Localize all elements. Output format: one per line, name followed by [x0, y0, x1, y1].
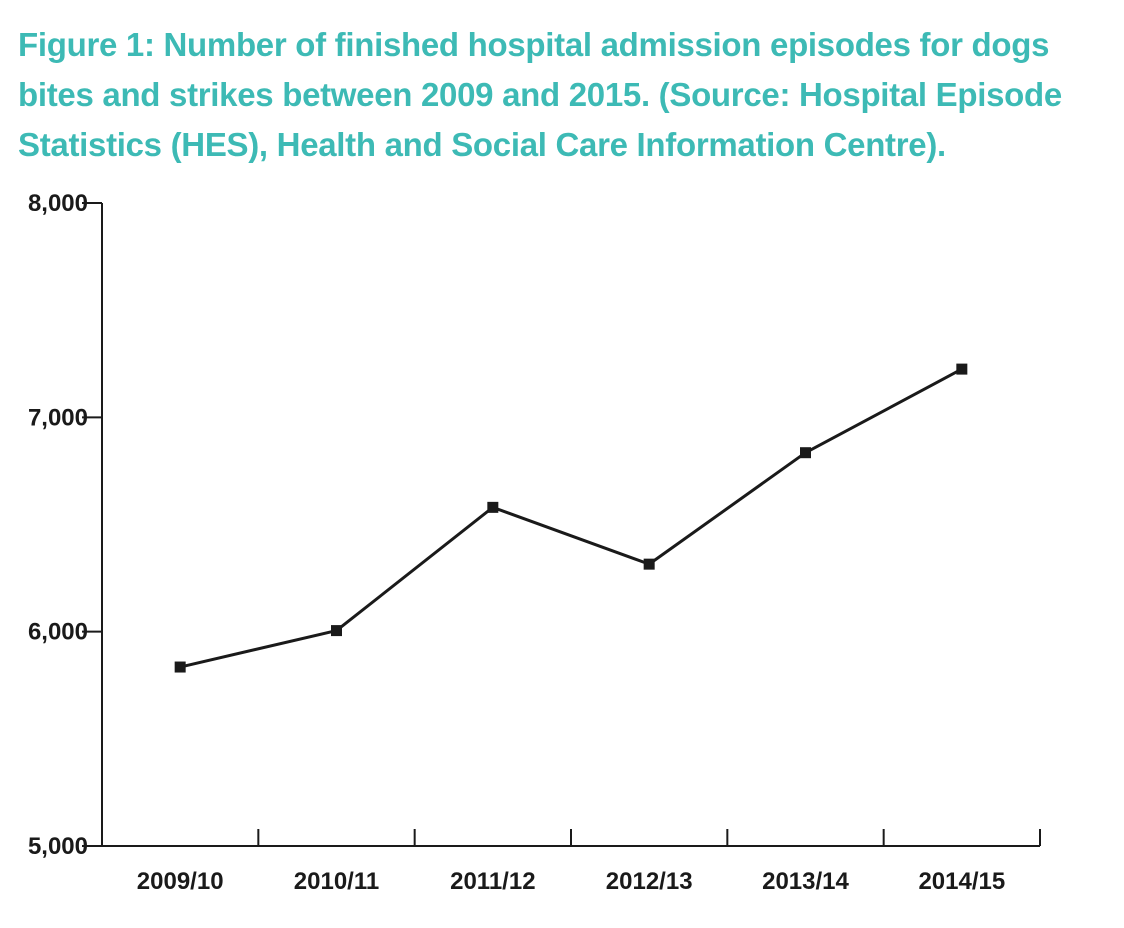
series-line — [179, 367, 963, 669]
data-point — [956, 363, 968, 375]
x-tick-label: 2010/11 — [294, 868, 379, 895]
x-tick-label: 2011/12 — [450, 868, 535, 895]
y-tick-label: 6,000 — [28, 619, 88, 646]
data-point — [174, 661, 186, 673]
data-point — [331, 625, 342, 637]
data-point — [800, 447, 811, 459]
x-tick-label: 2013/14 — [762, 868, 849, 895]
x-tick-label: 2009/10 — [137, 868, 224, 895]
chart-title: Figure 1: Number of finished hospital ad… — [18, 26, 1062, 163]
axes — [101, 203, 1040, 847]
y-tick-label: 7,000 — [28, 404, 88, 431]
y-tick-label: 8,000 — [28, 190, 88, 217]
data-point — [643, 558, 655, 570]
data-point — [487, 501, 499, 513]
x-tick-label: 2014/15 — [918, 868, 1005, 895]
series-group — [174, 363, 968, 673]
x-tick-label: 2012/13 — [606, 868, 693, 895]
y-ticks: 5,000 6,000 7,000 8,000 — [28, 190, 102, 860]
y-tick-label: 5,000 — [28, 833, 88, 860]
x-ticks: 2009/10 2010/11 2011/12 2012/13 2013/14 2014/… — [137, 829, 1041, 895]
